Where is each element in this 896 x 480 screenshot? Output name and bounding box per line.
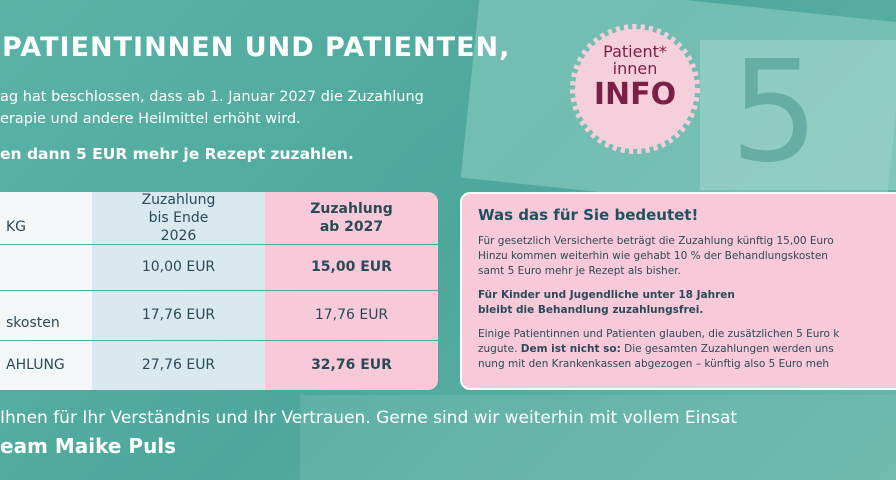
header-cell: KG <box>0 192 92 244</box>
header-cell: Zuzahlung ab 2027 <box>265 192 438 244</box>
text: Für gesetzlich Versicherte beträgt die Z… <box>478 235 834 247</box>
row-cell: 27,76 EUR <box>92 341 265 390</box>
badge-text: Patient* innen INFO <box>568 42 702 112</box>
badge-line: INFO <box>593 77 677 112</box>
badge-line: Patient* <box>603 42 667 61</box>
text: Die gesamten Zuzahlungen werden uns <box>624 343 834 355</box>
info-paragraph: Einige Patientinnen und Patienten glaube… <box>478 327 896 372</box>
row-cell: 17,76 EUR <box>92 291 265 340</box>
row-cell: 32,76 EUR <box>265 341 438 390</box>
text: bleibt die Behandlung zuzahlungsfrei. <box>478 304 704 316</box>
intro: ag hat beschlossen, dass ab 1. Januar 20… <box>0 86 424 130</box>
text: nung mit den Krankenkassen abgezogen – k… <box>478 358 830 370</box>
headline: PATIENTINNEN UND PATIENTEN, <box>2 32 511 63</box>
row-cell: 17,76 EUR <box>265 291 438 340</box>
header-cell: Zuzahlung bis Ende 2026 <box>92 192 265 244</box>
table: KG Zuzahlung bis Ende 2026 Zuzahlung ab … <box>0 192 438 390</box>
text: zugute. <box>478 343 518 355</box>
text: Für Kinder und Jugendliche unter 18 Jahr… <box>478 289 735 301</box>
badge-line: innen <box>612 59 658 78</box>
text: Dem ist nicht so: <box>520 343 621 355</box>
text: Hinzu kommen weiterhin wie gehabt 10 % d… <box>478 250 828 262</box>
info-title: Was das für Sie bedeutet! <box>478 206 699 224</box>
text: Einige Patientinnen und Patienten glaube… <box>478 328 840 340</box>
intro-line: erapie und andere Heilmittel erhöht wird… <box>0 111 301 127</box>
info-box: Was das für Sie bedeutet! Für gesetzlich… <box>460 192 896 390</box>
svg-text:5: 5 <box>730 31 819 194</box>
row-cell: 10,00 EUR <box>92 245 265 290</box>
info-paragraph: Für Kinder und Jugendliche unter 18 Jahr… <box>478 288 896 318</box>
badge <box>570 24 700 154</box>
row-cell <box>0 245 92 290</box>
row-label: AHLUNG <box>0 341 92 390</box>
row-cell: 15,00 EUR <box>265 245 438 290</box>
highlight: en dann 5 EUR mehr je Rezept zuzahlen. <box>0 145 354 163</box>
info-paragraph: Für gesetzlich Versicherte beträgt die Z… <box>478 234 896 279</box>
intro-line: ag hat beschlossen, dass ab 1. Januar 20… <box>0 89 424 105</box>
footer-team: eam Maike Puls <box>0 434 177 458</box>
footer-thanks: Ihnen für Ihr Verständnis und Ihr Vertra… <box>0 408 738 428</box>
row-label: skosten <box>0 291 92 340</box>
text: samt 5 Euro mehr je Rezept als bisher. <box>478 265 681 277</box>
